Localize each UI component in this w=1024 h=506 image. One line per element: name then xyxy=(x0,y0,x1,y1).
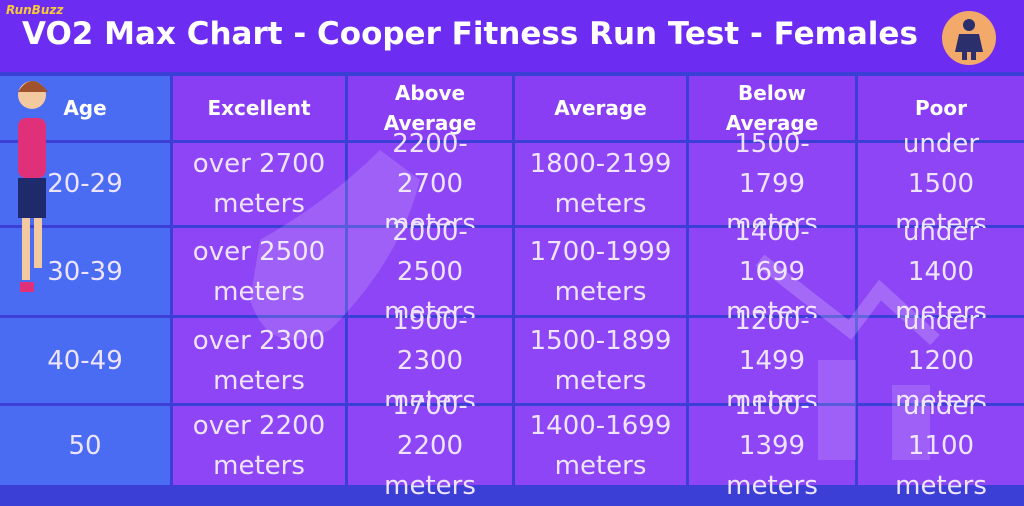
title: VO2 Max Chart - Cooper Fitness Run Test … xyxy=(22,16,918,52)
column-header: Average xyxy=(515,76,686,140)
column-header: Age xyxy=(0,76,170,140)
female-icon xyxy=(942,11,996,65)
cell: over 2500 meters xyxy=(173,228,345,315)
cell: over 2300 meters xyxy=(173,318,345,403)
cell: 1900-2300 meters xyxy=(348,306,512,416)
title-bar: RunBuzz VO2 Max Chart - Cooper Fitness R… xyxy=(0,0,1024,72)
cell: 1800-2199 meters xyxy=(515,143,686,225)
cell: 1700-2200 meters xyxy=(348,391,512,501)
cell: 1500-1799 meters xyxy=(689,129,855,239)
cell: 1100-1399 meters xyxy=(689,391,855,501)
column-header: Poor xyxy=(858,76,1024,140)
age-cell: 50 xyxy=(0,406,170,485)
column-header: Excellent xyxy=(173,76,345,140)
cell: over 2700 meters xyxy=(173,143,345,225)
cell: under 1500 meters xyxy=(858,129,1024,239)
column-header: Below Average xyxy=(689,76,855,140)
logo: RunBuzz xyxy=(6,3,64,17)
age-cell: 40-49 xyxy=(0,318,170,403)
cell: 2000-2500 meters xyxy=(348,217,512,327)
age-cell: 20-29 xyxy=(0,143,170,225)
cell: 1700-1999 meters xyxy=(515,228,686,315)
cell: 1400-1699 meters xyxy=(515,406,686,485)
cell: under 1200 meters xyxy=(858,306,1024,416)
cell: 2200-2700 meters xyxy=(348,129,512,239)
cell: 1500-1899 meters xyxy=(515,318,686,403)
column-header: Above Average xyxy=(348,76,512,140)
cell: 1200-1499 meters xyxy=(689,306,855,416)
cell: under 1100 meters xyxy=(858,391,1024,501)
cell: over 2200 meters xyxy=(173,406,345,485)
age-cell: 30-39 xyxy=(0,228,170,315)
cell: 1400-1699 meters xyxy=(689,217,855,327)
